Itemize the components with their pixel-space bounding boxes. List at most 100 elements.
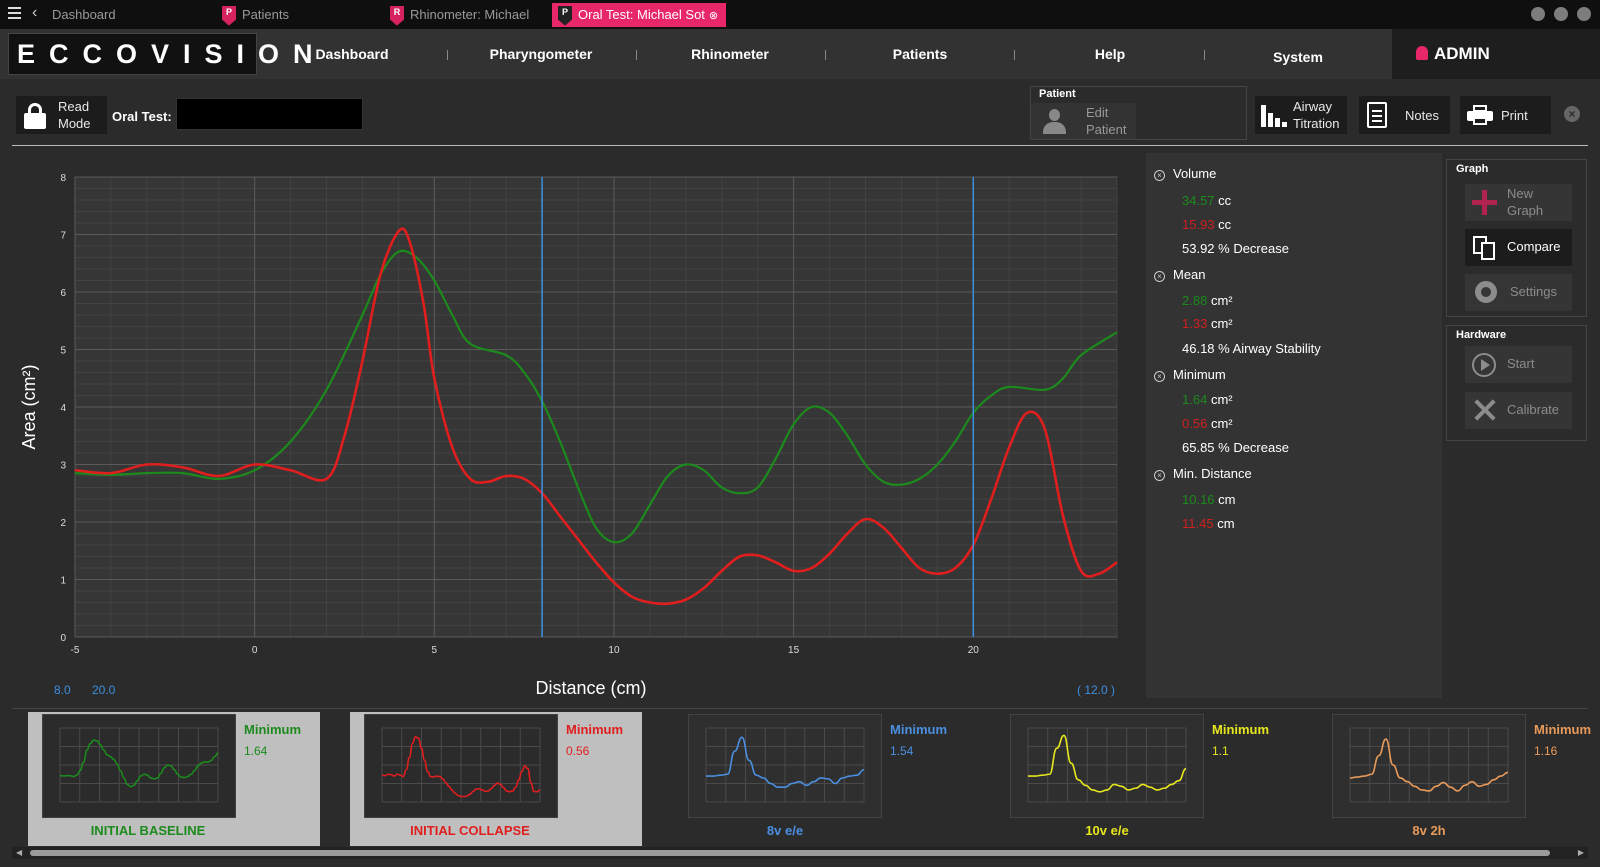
unit: cm² — [1210, 416, 1233, 431]
tab-oral-test[interactable]: P Oral Test: Michael Sot ⊗ — [552, 3, 727, 27]
x-tick-label: 10 — [608, 645, 620, 656]
min-distance-header[interactable]: × Min. Distance — [1154, 466, 1252, 481]
user-icon — [1416, 46, 1428, 60]
edit-patient-label-2: Patient — [1086, 122, 1127, 137]
minimum-green: 1.64 cm² — [1182, 392, 1233, 407]
airway-titration-button[interactable]: Airway Titration — [1255, 96, 1347, 134]
eccovision-logo: ECCOVISION — [8, 33, 313, 75]
hardware-group: Hardware Start Calibrate — [1446, 325, 1587, 441]
calibrate-label: Calibrate — [1507, 402, 1560, 417]
y-tick-label: 7 — [60, 231, 66, 242]
notes-button[interactable]: Notes — [1359, 96, 1450, 134]
start-button[interactable]: Start — [1465, 346, 1572, 383]
graph-thumbnail[interactable]: Minimum 1.54 8v e/e — [688, 712, 984, 846]
tab-dashboard[interactable]: Dashboard — [52, 3, 116, 27]
read-mode-button[interactable]: Read Mode — [16, 96, 107, 134]
title-bar: ‹ Dashboard P Patients R Rhinometer: Micha… — [0, 0, 1600, 29]
new-graph-button[interactable]: New Graph — [1465, 184, 1572, 221]
y-tick-label: 5 — [60, 346, 66, 357]
edit-patient-button[interactable]: Edit Patient — [1031, 103, 1136, 139]
settings-button[interactable]: Settings — [1465, 274, 1572, 311]
cursor-right-value: 20.0 — [92, 683, 116, 697]
read-mode-label-1: Read — [58, 99, 90, 114]
thumbnail-curve — [1028, 734, 1187, 793]
nav-separator — [636, 50, 637, 60]
thumbnail-curve — [59, 739, 219, 788]
calibrate-button[interactable]: Calibrate — [1465, 392, 1572, 429]
compare-button[interactable]: Compare — [1465, 229, 1572, 266]
compare-icon — [1473, 236, 1495, 260]
unit: cc — [1218, 193, 1232, 208]
collapse-circle-icon: × — [1154, 470, 1165, 481]
tools-icon — [1474, 399, 1496, 421]
thumbnail-graph — [364, 714, 558, 818]
tab-rhinometer[interactable]: R Rhinometer: Michael — [390, 3, 529, 27]
new-graph-label-1: New — [1507, 186, 1534, 201]
print-button[interactable]: Print — [1460, 96, 1551, 134]
thumbnail-curve — [706, 736, 865, 788]
scroll-left-icon[interactable]: ◀ — [16, 848, 23, 857]
mean-header[interactable]: × Mean — [1154, 267, 1206, 282]
minimum-green-value: 1.64 — [1182, 392, 1208, 407]
thumbnail-graph — [1332, 714, 1526, 818]
series-line-collapse — [74, 227, 1118, 606]
user-name: ADMIN — [1434, 44, 1490, 63]
cursor-span-value: ( 12.0 ) — [1077, 683, 1115, 697]
toolbar: Read Mode Oral Test: Patient Edit Patien… — [0, 79, 1600, 145]
graph-thumbnail[interactable]: Minimum 0.56 INITIAL COLLAPSE — [350, 712, 642, 846]
tab-close-icon[interactable]: ⊗ — [708, 10, 719, 22]
min-distance-red-value: 11.45 — [1182, 516, 1214, 531]
notes-label: Notes — [1405, 108, 1439, 123]
thumbnail-min-label: Minimum — [244, 722, 302, 737]
airway-titration-label-2: Titration — [1293, 116, 1340, 131]
maximize-icon[interactable] — [1554, 7, 1568, 21]
nav-rhinometer[interactable]: Rhinometer — [691, 46, 769, 62]
window-close-icon[interactable] — [1577, 7, 1591, 21]
close-test-icon[interactable]: × — [1564, 106, 1580, 122]
volume-green: 34.57 cc — [1182, 193, 1231, 208]
area-distance-chart[interactable]: -5 0 5 10 15 20 0 1 2 3 4 5 6 7 8 Area (cm²) Distance … — [0, 150, 1140, 705]
measurements-panel: × Volume 34.57 cc 15.93 cc 53.92 % Decrea… — [1146, 153, 1442, 698]
back-arrow-icon[interactable]: ‹ — [32, 4, 38, 21]
minimize-icon[interactable] — [1531, 7, 1545, 21]
thumbnail-min-value: 0.56 — [566, 744, 590, 758]
collapse-circle-icon: × — [1154, 170, 1165, 181]
minimum-red: 0.56 cm² — [1182, 416, 1233, 431]
volume-header[interactable]: × Volume — [1154, 166, 1216, 181]
tab-patients[interactable]: P Patients — [222, 3, 289, 27]
minimum-summary: 65.85 % Decrease — [1182, 440, 1289, 455]
minimum-header[interactable]: × Minimum — [1154, 367, 1226, 382]
y-tick-label: 1 — [60, 576, 66, 587]
cursor-lines[interactable] — [541, 177, 975, 637]
patient-group-label: Patient — [1039, 88, 1076, 100]
mean-red-value: 1.33 — [1182, 316, 1208, 331]
nav-pharyngometer[interactable]: Pharyngometer — [489, 46, 593, 62]
collapse-circle-icon: × — [1154, 271, 1165, 282]
nav-help[interactable]: Help — [1094, 46, 1126, 62]
graph-thumbnail[interactable]: Minimum 1.1 10v e/e — [1010, 712, 1306, 846]
volume-summary: 53.92 % Decrease — [1182, 241, 1289, 256]
gear-icon — [1475, 281, 1497, 303]
y-axis-label: Area (cm²) — [19, 365, 39, 450]
y-tick-label: 2 — [60, 518, 66, 529]
nav-patients[interactable]: Patients — [892, 46, 948, 62]
scroll-thumb[interactable] — [30, 850, 1550, 856]
thumbnail-graph — [42, 714, 236, 818]
y-tick-label: 3 — [60, 461, 66, 472]
graph-thumbnail[interactable]: Minimum 1.16 8v 2h — [1332, 712, 1600, 846]
scroll-right-icon[interactable]: ▶ — [1577, 848, 1584, 857]
oral-test-label: Oral Test: — [112, 109, 172, 124]
thumbnail-min-label: Minimum — [890, 722, 948, 737]
thumbnail-name: INITIAL BASELINE — [90, 823, 206, 838]
user-menu[interactable]: ADMIN — [1392, 29, 1600, 79]
nav-dashboard[interactable]: Dashboard — [315, 46, 389, 62]
graph-thumbnail[interactable]: Minimum 1.64 INITIAL BASELINE — [28, 712, 320, 846]
nav-system[interactable]: System — [1273, 49, 1323, 65]
y-tick-label: 6 — [60, 288, 66, 299]
thumbnail-scrollbar[interactable]: ◀ ▶ — [12, 847, 1588, 859]
oral-test-field[interactable] — [176, 98, 363, 130]
thumbnail-min-value: 1.16 — [1534, 744, 1558, 758]
thumbnail-name: INITIAL COLLAPSE — [410, 823, 530, 838]
hamburger-menu-icon[interactable] — [8, 7, 21, 20]
patients-badge-icon: P — [222, 5, 236, 26]
